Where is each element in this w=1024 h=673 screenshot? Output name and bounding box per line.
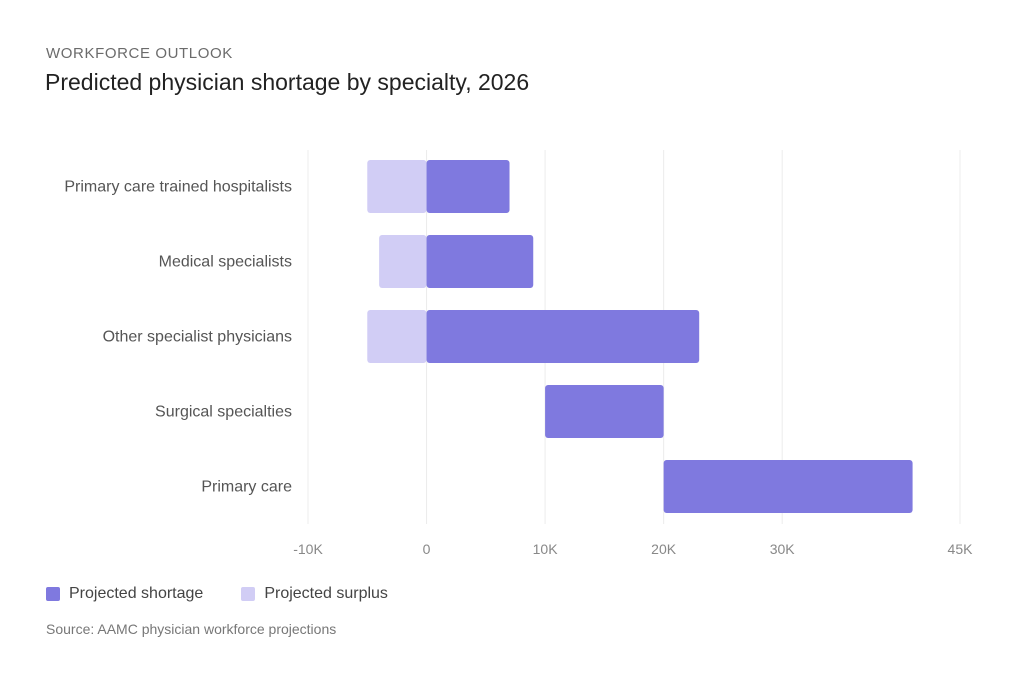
category-label: Primary care trained hospitalists [64,179,292,196]
category-label: Surgical specialties [155,404,292,421]
x-tick-label: 0 [423,541,431,557]
bar-shortage[interactable] [545,385,664,438]
bar-shortage[interactable] [426,310,700,363]
bar-surplus[interactable] [367,160,427,213]
x-tick-label: -10K [293,541,323,557]
chart-eyebrow: WORKFORCE OUTLOOK [46,45,233,62]
category-label: Primary care [201,479,292,496]
legend-item-shortage[interactable]: Projected shortage [46,585,203,603]
bar-shortage[interactable] [426,235,534,288]
bar-chart: Primary care trained hospitalists Medical… [64,150,973,557]
legend-swatch-shortage [46,587,60,601]
x-axis-ticks: -10K 0 10K 20K 30K 45K [293,541,973,557]
bar-shortage[interactable] [426,160,510,213]
legend-label-surplus: Projected surplus [264,585,388,602]
x-tick-label: 10K [533,541,559,557]
legend: Projected shortage Projected surplus [46,585,426,603]
x-tick-label: 20K [651,541,677,557]
legend-label-shortage: Projected shortage [69,585,204,602]
category-label: Other specialist physicians [103,329,292,346]
chart-title: Predicted physician shortage by specialt… [45,69,530,95]
bar-surplus[interactable] [379,235,427,288]
legend-swatch-surplus [241,587,256,601]
bar-surplus[interactable] [367,310,427,363]
category-label: Medical specialists [159,254,292,271]
x-tick-label: 45K [948,541,974,557]
bar-shortage[interactable] [663,460,913,513]
category-labels: Primary care trained hospitalists Medical… [64,179,292,496]
bars [367,160,913,513]
source-note: Source: AAMC physician workforce project… [46,621,337,637]
x-tick-label: 30K [770,541,796,557]
legend-item-surplus[interactable]: Projected surplus [241,585,388,603]
